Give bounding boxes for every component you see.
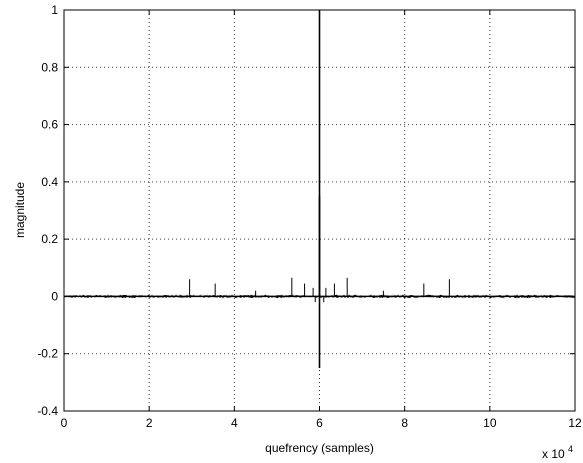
y-tick-label: 0.6 <box>41 118 58 132</box>
y-tick-label: -0.4 <box>37 404 58 418</box>
x-axis-label: quefrency (samples) <box>265 441 374 455</box>
y-axis-label: magnitude <box>13 182 27 238</box>
y-tick-label: 0.8 <box>41 60 58 74</box>
tick-layer: 0 2 4 6 8 10 12 -0.4 -0.2 0 0.2 0.4 0.6 0.8 1 <box>37 3 582 430</box>
y-tick-label: -0.2 <box>37 347 58 361</box>
y-tick-label: 0.4 <box>41 175 58 189</box>
x-multiplier-base: x 10 <box>542 447 565 461</box>
x-multiplier-label: x 10 4 <box>542 444 573 461</box>
x-tick-label: 0 <box>61 416 68 430</box>
x-tick-label: 12 <box>568 416 582 430</box>
y-tick-label: 1 <box>51 3 58 17</box>
x-tick-label: 4 <box>231 416 238 430</box>
x-tick-label: 10 <box>483 416 497 430</box>
x-tick-label: 2 <box>146 416 153 430</box>
x-tick-label: 8 <box>401 416 408 430</box>
x-tick-label: 6 <box>316 416 323 430</box>
y-tick-label: 0 <box>51 289 58 303</box>
y-tick-label: 0.2 <box>41 232 58 246</box>
spike-layer <box>189 10 450 369</box>
x-multiplier-exponent: 4 <box>568 444 573 454</box>
